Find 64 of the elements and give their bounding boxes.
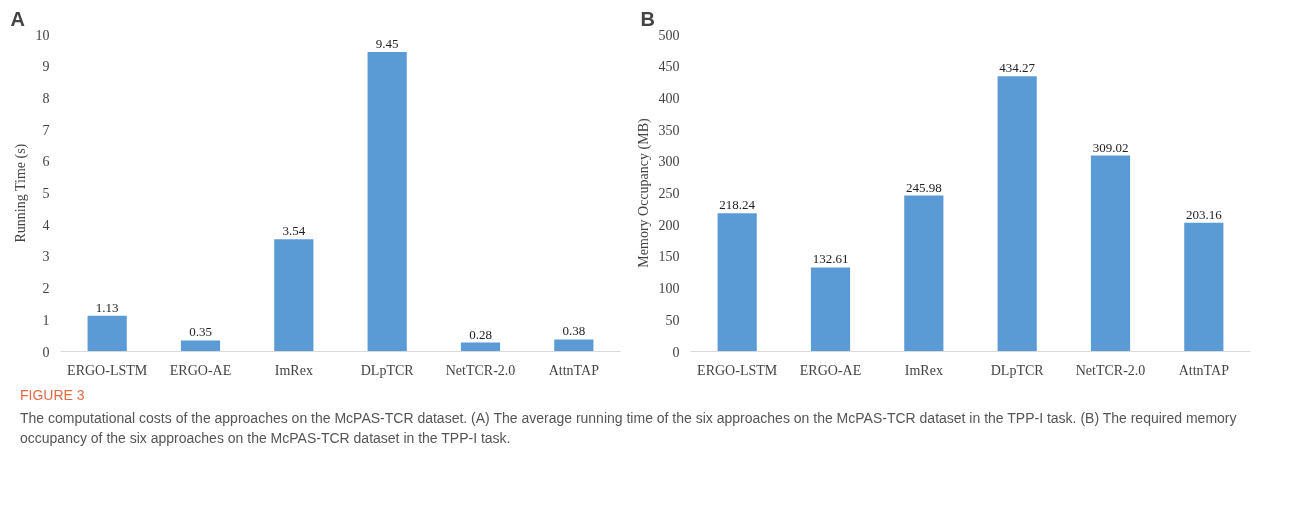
y-tick-label: 400 [658, 90, 680, 106]
y-tick-label: 7 [42, 122, 50, 138]
bar [904, 195, 944, 352]
y-tick-label: 1 [42, 312, 50, 328]
bar [180, 340, 221, 352]
bar [997, 76, 1037, 352]
data-label: 3.54 [282, 223, 306, 239]
chart-title: A [10, 7, 25, 30]
bar [1090, 155, 1131, 352]
data-label: 0.35 [189, 324, 212, 340]
y-tick-label: 300 [658, 154, 680, 170]
y-tick-label: 250 [658, 186, 680, 201]
bar [554, 339, 594, 352]
data-label: 0.28 [469, 326, 492, 342]
bar [810, 267, 851, 352]
y-tick-label: 9 [42, 59, 50, 75]
y-tick-label: 50 [665, 312, 680, 328]
y-tick-label: 350 [658, 122, 680, 138]
y-tick-label: 0 [42, 344, 50, 360]
bar [274, 239, 314, 352]
x-tick-label: AttnTAP [1178, 362, 1230, 378]
x-tick-label: ImRex [274, 362, 313, 378]
y-tick-label: 500 [658, 27, 680, 43]
x-tick-label: DLpTCR [360, 362, 415, 378]
x-tick-label: NetTCR-2.0 [1075, 362, 1146, 378]
y-axis-title: Memory Occupancy (MB) [635, 118, 652, 268]
bar [460, 342, 501, 352]
x-tick-label: DLpTCR [990, 362, 1045, 378]
y-tick-label: 100 [658, 281, 680, 297]
y-tick-label: 450 [658, 59, 680, 75]
y-tick-label: 8 [42, 90, 50, 106]
x-tick-label: ERGO-AE [169, 362, 232, 378]
bar [367, 51, 407, 352]
data-label: 203.16 [1185, 206, 1223, 222]
bar [1184, 222, 1224, 352]
data-label: 0.38 [562, 323, 586, 339]
y-tick-label: 4 [42, 217, 50, 233]
chart-title: B [640, 7, 655, 30]
y-axis-title: Running Time (s) [12, 143, 29, 243]
y-tick-label: 200 [658, 217, 680, 233]
y-tick-label: 5 [42, 186, 50, 201]
x-tick-label: ImRex [904, 362, 943, 378]
data-label: 1.13 [95, 299, 119, 315]
data-label: 9.45 [375, 35, 399, 51]
data-label: 245.98 [905, 179, 942, 195]
text: The computational costs of the approaches on the McPAS-TCR dataset. (A) The average running time of the six approaches on the McPAS-TCR dataset in the TPP-I task. (B) The required memory occupancy of the six approaches on the McPAS-TCR dataset in the TPP-I task. [20, 409, 1238, 448]
bar [717, 213, 757, 352]
data-label: 309.02 [1092, 139, 1129, 155]
bar [87, 315, 127, 352]
x-tick-label: NetTCR-2.0 [445, 362, 516, 378]
y-tick-label: 0 [672, 344, 680, 360]
y-tick-label: 3 [42, 249, 50, 265]
y-tick-label: 2 [42, 281, 50, 297]
y-tick-label: 150 [658, 249, 680, 265]
x-tick-label: ERGO-LSTM [67, 362, 148, 378]
data-label: 218.24 [719, 197, 756, 213]
y-tick-label: 6 [42, 154, 50, 170]
x-tick-label: AttnTAP [548, 362, 600, 378]
data-label: 434.27 [999, 60, 1036, 76]
data-label: 132.61 [812, 251, 849, 267]
x-tick-label: ERGO-AE [799, 362, 862, 378]
caption: FIGURE 3 [20, 386, 86, 405]
y-tick-label: 10 [35, 27, 50, 43]
x-tick-label: ERGO-LSTM [697, 362, 778, 378]
